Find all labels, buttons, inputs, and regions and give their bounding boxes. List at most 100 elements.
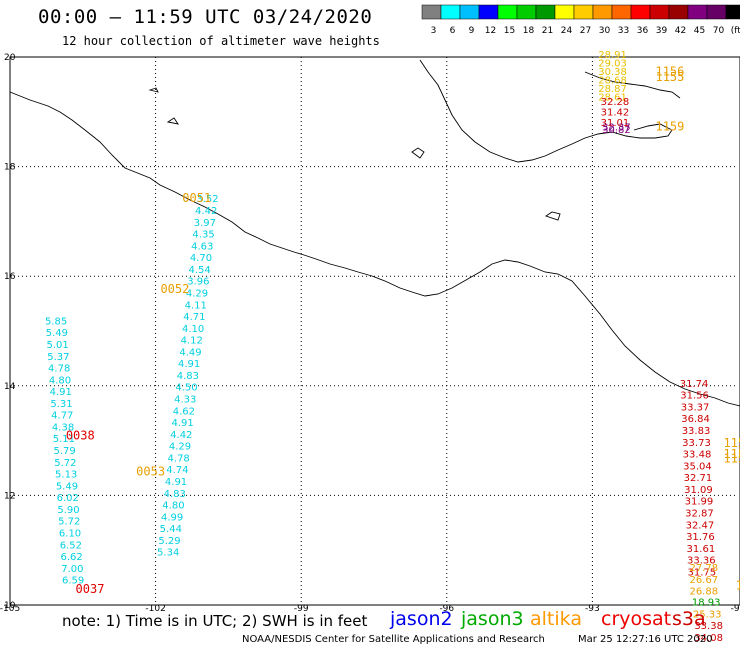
wave-height-value: 33.73 <box>682 438 711 449</box>
latitude-tick-label: 20 <box>4 53 16 63</box>
wave-height-value: 26.88 <box>689 587 718 598</box>
wave-height-value: 35.04 <box>683 461 712 472</box>
colorbar-tick-label: 33 <box>618 26 629 36</box>
longitude-tick-label: -96 <box>439 604 454 614</box>
wave-height-value: 29.03 <box>598 59 627 70</box>
wave-height-value: 33.48 <box>683 450 712 461</box>
page-subtitle: 12 hour collection of altimeter wave hei… <box>62 34 380 48</box>
wave-height-value: 6.02 <box>57 493 79 504</box>
wave-height-value: 4.71 <box>183 312 205 323</box>
wave-height-value: 4.83 <box>164 489 186 500</box>
colorbar-tick-label: 45 <box>694 26 705 36</box>
wave-height-value: 3.96 <box>187 277 209 288</box>
wave-height-value: 32.87 <box>685 508 714 519</box>
wave-height-value: 4.77 <box>51 411 73 422</box>
colorbar-tick-label: 27 <box>580 26 591 36</box>
wave-height-value: 33.83 <box>682 426 711 437</box>
longitude-tick-label: -99 <box>294 604 309 614</box>
wave-height-value: 4.42 <box>170 430 192 441</box>
latitude-tick-label: 16 <box>4 272 16 282</box>
pass-time-label: 11 <box>736 579 740 593</box>
pass-time-label: 1156 <box>655 65 684 79</box>
wave-height-value: 31.09 <box>684 485 713 496</box>
coastline-gulf <box>584 71 681 99</box>
wave-height-value: 4.74 <box>166 465 188 476</box>
map-gridlines: -105 -102 -99 -96 -93 -90 20 18 16 14 12 10 <box>0 53 740 614</box>
legend-item-cryosat: cryosat <box>601 608 672 630</box>
pass-time-label: 0051 <box>182 191 211 205</box>
legend-item-altika: altika <box>530 608 582 630</box>
wave-height-value: 31.74 <box>680 379 709 390</box>
credit-line: NOAA/NESDIS Center for Satellite Applica… <box>242 634 545 645</box>
wave-height-value: 4.91 <box>178 359 200 370</box>
latitude-tick-label: 12 <box>4 491 15 501</box>
longitude-tick-label: -102 <box>145 604 165 614</box>
colorbar-tick-label: 70 <box>713 26 725 36</box>
pass-time-label: 0053 <box>136 465 165 479</box>
wave-height-value: 18.93 <box>692 598 721 609</box>
wave-height-value: 4.50 <box>175 383 197 394</box>
pass-time-label: 0037 <box>76 582 105 596</box>
wave-height-value: 4.70 <box>190 253 212 264</box>
latitude-tick-label: 10 <box>4 601 16 611</box>
wave-height-value: 4.99 <box>161 512 183 523</box>
wave-height-value: 4.83 <box>177 371 199 382</box>
colorbar-tick-label: 6 <box>450 26 456 36</box>
wave-height-value: 27.78 <box>689 563 718 574</box>
wave-height-value: 3.52 <box>196 194 218 205</box>
wave-height-value: 28.68 <box>598 76 627 87</box>
wave-height-value: 28.61 <box>598 93 627 104</box>
wave-height-value: 5.85 <box>45 316 67 327</box>
wave-height-value: 32.28 <box>601 97 630 108</box>
wave-height-value: 5.11 <box>53 434 75 445</box>
wave-height-value: 4.11 <box>185 300 207 311</box>
colorbar-tick-label: 12 <box>485 26 496 36</box>
wave-height-value: 6.52 <box>60 540 82 551</box>
wave-height-value: 32.71 <box>684 473 713 484</box>
wave-height-value: 5.44 <box>160 524 182 535</box>
colorbar-tick-label: 39 <box>656 26 668 36</box>
wave-height-value: 30.82 <box>602 125 631 136</box>
island-c <box>148 87 159 93</box>
wave-height-value: 32.37 <box>602 122 631 133</box>
pass-time-label: 0052 <box>160 282 189 296</box>
wave-height-value: 5.29 <box>158 536 180 547</box>
wave-height-value: 31.42 <box>601 108 630 119</box>
pass-time-label: 1153 <box>723 452 740 466</box>
colorbar-tick-label: 15 <box>504 26 515 36</box>
island-a <box>411 147 425 159</box>
wave-height-value: 4.33 <box>174 395 196 406</box>
island-b <box>544 211 561 221</box>
wave-height-value: 31.01 <box>601 118 630 129</box>
wave-height-value: 4.78 <box>168 453 190 464</box>
longitude-tick-label: -105 <box>0 604 20 614</box>
wave-height-value: 4.42 <box>195 206 217 217</box>
wave-height-value: 4.35 <box>192 230 214 241</box>
coastline-mainland <box>9 91 740 407</box>
wave-height-value: 4.54 <box>189 265 211 276</box>
colorbar-swatch <box>725 4 740 20</box>
wave-height-value: 5.49 <box>46 328 68 339</box>
wave-height-value: 33.38 <box>694 621 723 632</box>
latitude-tick-label: 14 <box>4 382 16 392</box>
wave-height-value: 4.91 <box>165 477 187 488</box>
wave-height-value: 4.91 <box>171 418 193 429</box>
wave-height-value: 32.47 <box>686 520 715 531</box>
longitude-tick-label: -93 <box>585 604 600 614</box>
wave-height-value: 5.72 <box>54 458 76 469</box>
wave-height-value: 4.80 <box>162 501 184 512</box>
wave-height-value: 28.91 <box>598 50 627 61</box>
map-frame <box>9 56 740 606</box>
wave-height-value: 33.37 <box>681 402 710 413</box>
wave-height-value: 5.79 <box>53 446 75 457</box>
wave-height-value: 4.63 <box>191 241 213 252</box>
wave-height-values: 3.524.423.974.354.634.704.543.964.294.11… <box>45 50 723 644</box>
pass-time-label: 1154 <box>723 436 740 450</box>
colorbar-tick-label: 21 <box>542 26 553 36</box>
wave-height-value: 31.75 <box>688 567 717 578</box>
colorbar-tick-label: 42 <box>675 26 686 36</box>
legend-item-jason2: jason2 <box>390 608 453 630</box>
